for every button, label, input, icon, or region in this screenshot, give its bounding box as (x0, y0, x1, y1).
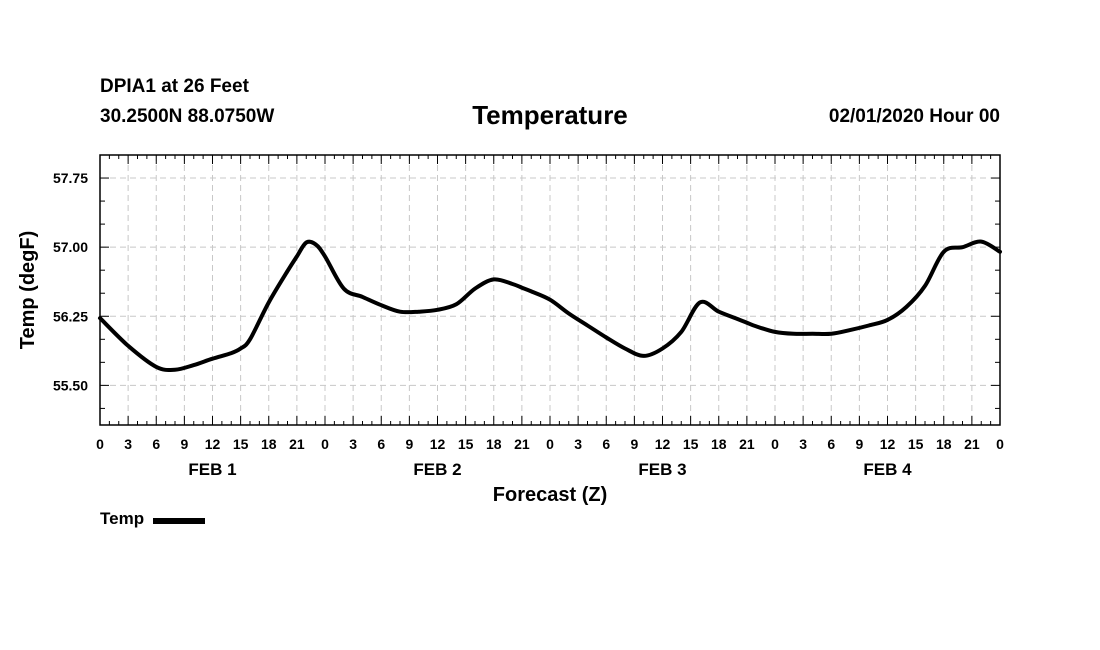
x-tick-label: 0 (96, 436, 104, 452)
x-tick-label: 12 (430, 436, 446, 452)
x-tick-label: 12 (880, 436, 896, 452)
y-tick-label: 55.50 (53, 377, 88, 393)
day-label: FEB 1 (188, 460, 236, 479)
x-tick-label: 21 (964, 436, 980, 452)
x-tick-label: 6 (827, 436, 835, 452)
y-axis-title: Temp (degF) (17, 231, 39, 350)
x-tick-label: 0 (771, 436, 779, 452)
x-tick-label: 3 (124, 436, 132, 452)
forecast-datetime: 02/01/2020 Hour 00 (828, 106, 1000, 127)
y-tick-label: 57.75 (53, 170, 88, 186)
legend-swatch (153, 517, 206, 524)
x-tick-label: 12 (205, 436, 221, 452)
y-tick-label: 57.00 (53, 239, 88, 255)
coordinates-label: 30.2500N 88.0750W (100, 106, 275, 127)
x-tick-label: 0 (996, 436, 1004, 452)
x-tick-label: 15 (233, 436, 249, 452)
station-label: DPIA1 at 26 Feet (100, 76, 249, 97)
x-tick-label: 3 (799, 436, 807, 452)
x-tick-label: 21 (289, 436, 305, 452)
x-tick-label: 21 (514, 436, 530, 452)
x-tick-label: 3 (349, 436, 357, 452)
x-tick-label: 0 (321, 436, 329, 452)
x-tick-label: 6 (602, 436, 610, 452)
x-tick-label: 18 (936, 436, 952, 452)
x-tick-label: 12 (655, 436, 671, 452)
axis-ticks (99, 154, 1001, 425)
axis-labels: 0 3 6 9 12 15 18 21 0 3 6 9 12 15 18 21 0 3 6 9 12 15 18 21 0 3 6 9… (53, 170, 1004, 479)
chart-title: Temperature (472, 100, 628, 130)
day-label: FEB 4 (863, 460, 912, 479)
legend: Temp (100, 509, 206, 529)
x-tick-label: 15 (683, 436, 699, 452)
x-tick-label: 15 (908, 436, 924, 452)
x-tick-label: 21 (739, 436, 755, 452)
x-tick-label: 15 (458, 436, 474, 452)
x-tick-label: 3 (574, 436, 582, 452)
x-tick-label: 6 (152, 436, 160, 452)
x-axis-title: Forecast (Z) (493, 484, 607, 506)
day-label: FEB 2 (413, 460, 461, 479)
x-tick-label: 9 (405, 436, 413, 452)
x-tick-label: 9 (630, 436, 638, 452)
x-tick-label: 9 (180, 436, 188, 452)
x-tick-label: 18 (486, 436, 502, 452)
day-label: FEB 3 (638, 460, 686, 479)
grid (100, 155, 1000, 425)
x-tick-label: 6 (377, 436, 385, 452)
legend-label: Temp (100, 509, 145, 528)
y-tick-label: 56.25 (53, 308, 88, 324)
x-tick-label: 18 (711, 436, 727, 452)
series-line-temp (98, 239, 1002, 373)
x-tick-label: 0 (546, 436, 554, 452)
x-tick-label: 18 (261, 436, 277, 452)
x-tick-label: 9 (855, 436, 863, 452)
